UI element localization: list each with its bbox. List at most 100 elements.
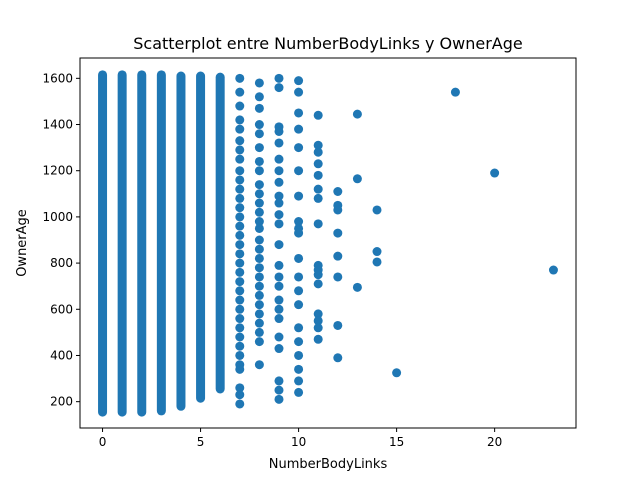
data-point — [450, 87, 460, 97]
data-point — [254, 129, 264, 139]
x-tick-label: 20 — [487, 435, 502, 449]
data-point — [254, 253, 264, 263]
data-point — [294, 191, 304, 201]
data-point — [274, 304, 284, 314]
data-point — [235, 101, 245, 111]
data-point — [235, 184, 245, 194]
data-point — [254, 92, 264, 102]
y-tick-label: 1200 — [42, 164, 73, 178]
data-point — [333, 251, 343, 261]
dense-point-column — [196, 71, 206, 403]
dense-point-column — [117, 70, 127, 417]
data-point — [235, 249, 245, 259]
data-point — [313, 270, 323, 280]
dense-point-column — [137, 70, 147, 417]
data-point — [352, 109, 362, 119]
data-point — [294, 166, 304, 176]
data-point — [313, 316, 323, 326]
data-point — [254, 272, 264, 282]
data-point — [294, 217, 304, 227]
y-tick-label: 800 — [50, 256, 73, 270]
data-point — [235, 286, 245, 296]
data-point — [235, 221, 245, 231]
data-point — [294, 376, 304, 386]
data-point — [254, 327, 264, 337]
data-point — [313, 170, 323, 180]
data-point — [235, 258, 245, 268]
data-point — [313, 140, 323, 150]
data-point — [235, 212, 245, 222]
data-point — [235, 350, 245, 360]
data-point — [294, 337, 304, 347]
data-point — [392, 368, 402, 378]
data-point — [294, 108, 304, 118]
x-tick-label: 10 — [291, 435, 306, 449]
data-point — [294, 253, 304, 263]
data-point — [333, 353, 343, 363]
data-point — [235, 115, 245, 125]
y-tick-label: 1400 — [42, 118, 73, 132]
data-point — [294, 323, 304, 333]
data-point — [235, 145, 245, 155]
data-point — [274, 73, 284, 83]
data-point — [235, 314, 245, 324]
data-point — [235, 304, 245, 314]
data-point — [333, 205, 343, 215]
data-point — [254, 207, 264, 217]
data-point — [274, 210, 284, 220]
data-point — [294, 87, 304, 97]
y-axis-label: OwnerAge — [15, 209, 30, 277]
data-point — [274, 376, 284, 386]
data-point — [235, 383, 245, 393]
x-axis-label: NumberBodyLinks — [269, 457, 388, 472]
data-point — [313, 334, 323, 344]
data-point — [274, 385, 284, 395]
data-point — [254, 244, 264, 254]
data-point — [294, 300, 304, 310]
data-point — [235, 193, 245, 203]
data-point — [274, 295, 284, 305]
data-point — [254, 103, 264, 113]
data-point — [313, 219, 323, 229]
data-point — [274, 83, 284, 93]
data-point — [313, 110, 323, 120]
data-point — [235, 399, 245, 409]
data-point — [254, 217, 264, 227]
data-point — [313, 159, 323, 169]
data-point — [274, 344, 284, 354]
dense-point-column — [98, 70, 108, 417]
data-point — [548, 265, 558, 275]
data-point — [274, 260, 284, 270]
data-point — [274, 126, 284, 136]
data-point — [254, 309, 264, 319]
data-point — [372, 205, 382, 215]
data-point — [294, 364, 304, 374]
data-point — [235, 267, 245, 277]
data-point — [313, 323, 323, 333]
data-point — [294, 286, 304, 296]
y-tick-label: 200 — [50, 395, 73, 409]
data-point — [313, 309, 323, 319]
x-tick-label: 15 — [389, 435, 404, 449]
data-point — [333, 186, 343, 196]
data-point — [274, 219, 284, 229]
data-point — [372, 257, 382, 267]
data-point — [254, 198, 264, 208]
data-point — [294, 228, 304, 238]
data-point — [254, 78, 264, 88]
data-point — [313, 279, 323, 289]
y-tick-label: 400 — [50, 348, 73, 362]
data-point — [235, 341, 245, 351]
data-point — [254, 318, 264, 328]
dense-point-column — [176, 71, 186, 411]
y-tick-label: 1000 — [42, 210, 73, 224]
data-point — [254, 143, 264, 153]
data-point — [274, 138, 284, 148]
data-point — [294, 76, 304, 86]
data-point — [333, 320, 343, 330]
data-point — [372, 247, 382, 257]
data-point — [235, 203, 245, 213]
data-point — [235, 175, 245, 185]
x-axis-ticks: 0 5 10 15 20 — [99, 428, 502, 449]
